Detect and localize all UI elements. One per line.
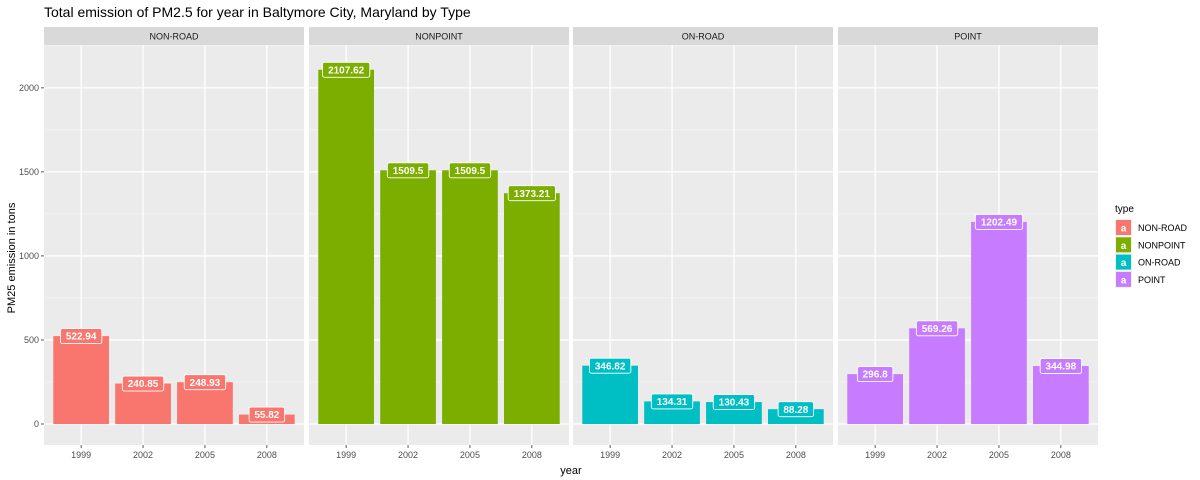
bar	[504, 193, 560, 424]
data-label: 130.43	[719, 398, 750, 409]
facet-strip	[573, 27, 833, 45]
facet-strip	[309, 27, 569, 45]
data-label-box	[121, 375, 165, 392]
x-tick-label: 2008	[1051, 450, 1071, 460]
legend-swatch	[1116, 254, 1131, 270]
data-label: 569.26	[922, 324, 953, 335]
bar	[53, 336, 109, 424]
data-label: 88.28	[783, 405, 808, 416]
bar	[442, 170, 498, 424]
legend-key-glyph: a	[1121, 241, 1127, 252]
facet-on-road: ON-ROAD 1999 346.82 2002 134.31 2005 130.43 200…	[573, 27, 833, 460]
data-label-box	[588, 357, 632, 374]
x-tick-label: 2005	[460, 450, 480, 460]
data-label: 240.85	[128, 379, 159, 390]
data-label-box	[650, 393, 694, 410]
data-label-box	[856, 366, 894, 383]
legend-label: ON-ROAD	[1138, 258, 1181, 268]
x-tick-label: 2002	[662, 450, 682, 460]
facet-strip-label: NON-ROAD	[150, 32, 199, 42]
legend-label: POINT	[1138, 275, 1166, 285]
y-tick-label: 1500	[19, 167, 39, 177]
data-label: 1509.5	[455, 166, 486, 177]
data-label: 522.94	[66, 332, 97, 343]
bar	[1033, 366, 1089, 424]
data-label-box	[322, 61, 371, 78]
data-label-box	[712, 394, 756, 411]
legend-label: NON-ROAD	[1138, 223, 1187, 233]
data-label-box	[507, 185, 556, 202]
legend-swatch	[1116, 271, 1131, 287]
data-label: 1509.5	[393, 166, 424, 177]
legend: type a NON-ROAD a NONPOINT a ON-ROAD a POINT	[1115, 204, 1187, 288]
data-label-box	[915, 320, 959, 337]
legend-label: NONPOINT	[1138, 240, 1186, 250]
facet-non-road: NON-ROAD 1999 522.94 2002 240.85 2005 248.93 20…	[44, 27, 304, 460]
data-label-box	[777, 401, 815, 418]
data-label-box	[1039, 358, 1083, 374]
facet-strip-label: POINT	[954, 32, 982, 42]
x-tick-label: 2005	[195, 450, 215, 460]
x-tick-label: 2002	[398, 450, 418, 460]
chart-title: Total emission of PM2.5 for year in Balt…	[44, 4, 471, 20]
legend-swatch	[1116, 237, 1131, 253]
legend-swatch	[1116, 220, 1131, 235]
y-axis-title: PM25 emission in tons	[6, 202, 18, 313]
x-tick-label: 1999	[336, 450, 356, 460]
data-label: 134.31	[657, 397, 688, 408]
x-tick-label: 1999	[865, 450, 885, 460]
data-label-box	[386, 162, 430, 179]
y-axis: 0 500 1000 1500 2000	[19, 83, 44, 429]
x-tick-label: 2002	[927, 450, 947, 460]
data-label: 55.82	[254, 410, 279, 421]
data-label-box	[248, 406, 286, 423]
data-label: 1373.21	[514, 189, 551, 200]
bar	[971, 221, 1027, 424]
y-tick-label: 2000	[19, 83, 39, 93]
data-label: 296.8	[863, 370, 888, 381]
data-label: 248.93	[190, 378, 221, 389]
x-tick-label: 1999	[71, 450, 91, 460]
bar	[909, 328, 965, 424]
data-label: 2107.62	[328, 65, 365, 76]
x-tick-label: 2005	[724, 450, 744, 460]
x-tick-label: 2002	[133, 450, 153, 460]
data-label-box	[183, 374, 227, 391]
x-tick-label: 1999	[600, 450, 620, 460]
legend-key-glyph: a	[1121, 224, 1127, 235]
facet-point: POINT 1999 296.8 2002 569.26 2005 1202.49 2008 3…	[838, 27, 1098, 460]
data-label-box	[59, 328, 103, 345]
legend-key-glyph: a	[1121, 275, 1127, 286]
facet-nonpoint: NONPOINT 1999 2107.62 2002 1509.5 2005 1509.5 2…	[309, 27, 569, 460]
data-label: 346.82	[595, 361, 626, 372]
y-tick-label: 1000	[19, 251, 39, 261]
legend-title: type	[1115, 204, 1134, 215]
bar	[582, 365, 638, 424]
bar	[318, 69, 374, 424]
facet-strip-label: ON-ROAD	[682, 32, 725, 42]
facet-strip	[44, 27, 304, 45]
x-tick-label: 2008	[257, 450, 277, 460]
x-tick-label: 2008	[786, 450, 806, 460]
bar	[847, 374, 903, 424]
facet-panels: NON-ROAD 1999 522.94 2002 240.85 2005 248.93 20…	[44, 27, 1098, 460]
facet-strip	[838, 27, 1098, 45]
x-axis-title: year	[560, 465, 582, 477]
data-label-box	[448, 162, 492, 179]
x-tick-label: 2008	[522, 450, 542, 460]
data-label: 1202.49	[981, 217, 1018, 228]
legend-key-glyph: a	[1121, 258, 1127, 269]
data-label: 344.98	[1046, 362, 1077, 373]
facet-strip-label: NONPOINT	[415, 32, 463, 42]
y-tick-label: 500	[24, 335, 39, 345]
x-tick-label: 2005	[989, 450, 1009, 460]
data-label-box	[974, 213, 1024, 230]
bar	[380, 170, 436, 424]
y-tick-label: 0	[34, 419, 39, 429]
